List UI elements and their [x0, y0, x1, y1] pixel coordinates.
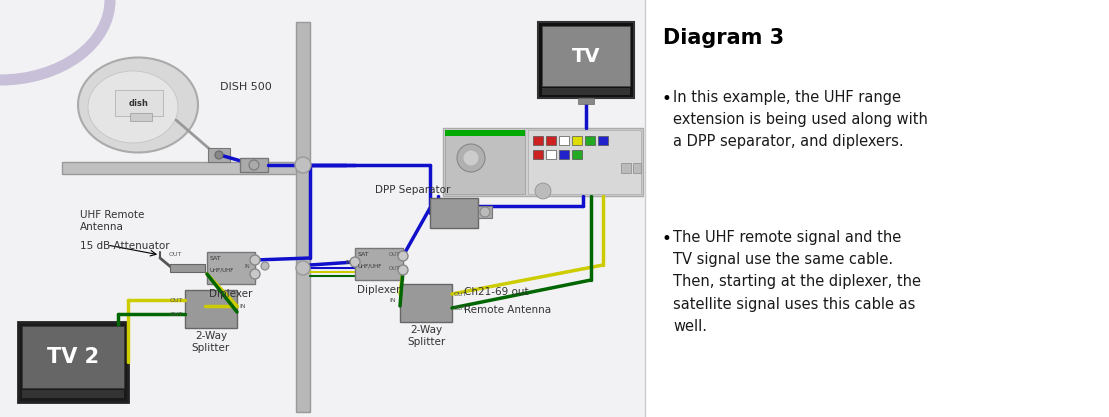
Ellipse shape: [88, 71, 179, 143]
Bar: [62, 162, 296, 174]
Bar: [572, 150, 582, 159]
Circle shape: [398, 251, 408, 261]
Circle shape: [250, 160, 260, 170]
Bar: [542, 26, 630, 86]
Text: UHF/UHF: UHF/UHF: [358, 264, 383, 269]
Text: Diplexer: Diplexer: [357, 285, 400, 295]
Text: OUT: OUT: [169, 253, 182, 258]
Bar: [621, 163, 631, 173]
Text: IN: IN: [244, 264, 250, 269]
Text: OUT: OUT: [388, 266, 400, 271]
Bar: [542, 88, 630, 95]
Bar: [546, 150, 556, 159]
Bar: [442, 128, 643, 196]
Ellipse shape: [78, 58, 199, 153]
Text: Diplexer: Diplexer: [210, 289, 253, 299]
Circle shape: [215, 151, 223, 159]
Text: OUT: OUT: [388, 251, 400, 256]
Bar: [578, 98, 594, 104]
Text: •: •: [661, 90, 671, 108]
Bar: [445, 130, 525, 136]
Circle shape: [261, 262, 269, 270]
Text: The UHF remote signal and the
TV signal use the same cable.
Then, starting at th: The UHF remote signal and the TV signal …: [673, 230, 922, 334]
Text: OUT: OUT: [170, 297, 183, 302]
Circle shape: [462, 150, 479, 166]
Text: DISH 500: DISH 500: [220, 82, 272, 92]
Bar: [598, 136, 608, 145]
Text: DPP Separator: DPP Separator: [375, 185, 450, 195]
Bar: [0, 0, 645, 417]
Bar: [478, 206, 492, 218]
Bar: [185, 290, 237, 328]
Circle shape: [250, 255, 260, 265]
Text: dish: dish: [129, 98, 149, 108]
Circle shape: [398, 265, 408, 275]
Text: OUT: OUT: [170, 311, 183, 317]
Text: IN: IN: [240, 304, 245, 309]
Text: UHF/UHF: UHF/UHF: [210, 267, 234, 272]
Bar: [445, 130, 525, 194]
Text: 2-Way
Splitter: 2-Way Splitter: [192, 331, 231, 353]
Text: IN: IN: [345, 259, 352, 264]
Circle shape: [457, 144, 485, 172]
Circle shape: [295, 157, 311, 173]
Bar: [546, 136, 556, 145]
Bar: [355, 248, 403, 280]
Text: 15 dB Attenuator: 15 dB Attenuator: [80, 241, 170, 251]
Bar: [430, 198, 478, 228]
Bar: [240, 158, 268, 172]
Bar: [18, 322, 128, 402]
Bar: [533, 136, 543, 145]
Circle shape: [480, 207, 490, 217]
Bar: [633, 163, 641, 173]
Bar: [559, 136, 569, 145]
Circle shape: [535, 183, 551, 199]
Bar: [22, 326, 124, 388]
Bar: [170, 264, 205, 272]
Bar: [22, 390, 124, 398]
Text: UHF Remote
Antenna: UHF Remote Antenna: [80, 210, 144, 231]
Circle shape: [296, 261, 311, 275]
Bar: [533, 150, 543, 159]
Bar: [296, 22, 311, 412]
Circle shape: [250, 269, 260, 279]
Text: SAT: SAT: [210, 256, 222, 261]
Text: OUT: OUT: [454, 306, 467, 311]
Bar: [207, 252, 255, 284]
Text: Diagram 3: Diagram 3: [663, 28, 784, 48]
Text: OUT: OUT: [454, 291, 467, 296]
Bar: [115, 90, 163, 116]
Circle shape: [350, 257, 360, 267]
Bar: [559, 150, 569, 159]
Bar: [528, 130, 641, 194]
Bar: [572, 136, 582, 145]
Bar: [208, 148, 230, 162]
Text: TV: TV: [572, 47, 600, 65]
Text: SAT: SAT: [358, 251, 369, 256]
Bar: [400, 284, 452, 322]
Bar: [586, 136, 596, 145]
Text: TV 2: TV 2: [47, 347, 99, 367]
Text: Remote Antenna: Remote Antenna: [464, 305, 551, 315]
Text: 2-Way
Splitter: 2-Way Splitter: [407, 325, 445, 347]
Text: Ch21-69 out: Ch21-69 out: [464, 287, 529, 297]
Bar: [130, 113, 152, 121]
Text: In this example, the UHF range
extension is being used along with
a DPP separato: In this example, the UHF range extension…: [673, 90, 928, 149]
Text: •: •: [661, 230, 671, 248]
Text: IN: IN: [389, 297, 396, 302]
Bar: [538, 22, 634, 98]
